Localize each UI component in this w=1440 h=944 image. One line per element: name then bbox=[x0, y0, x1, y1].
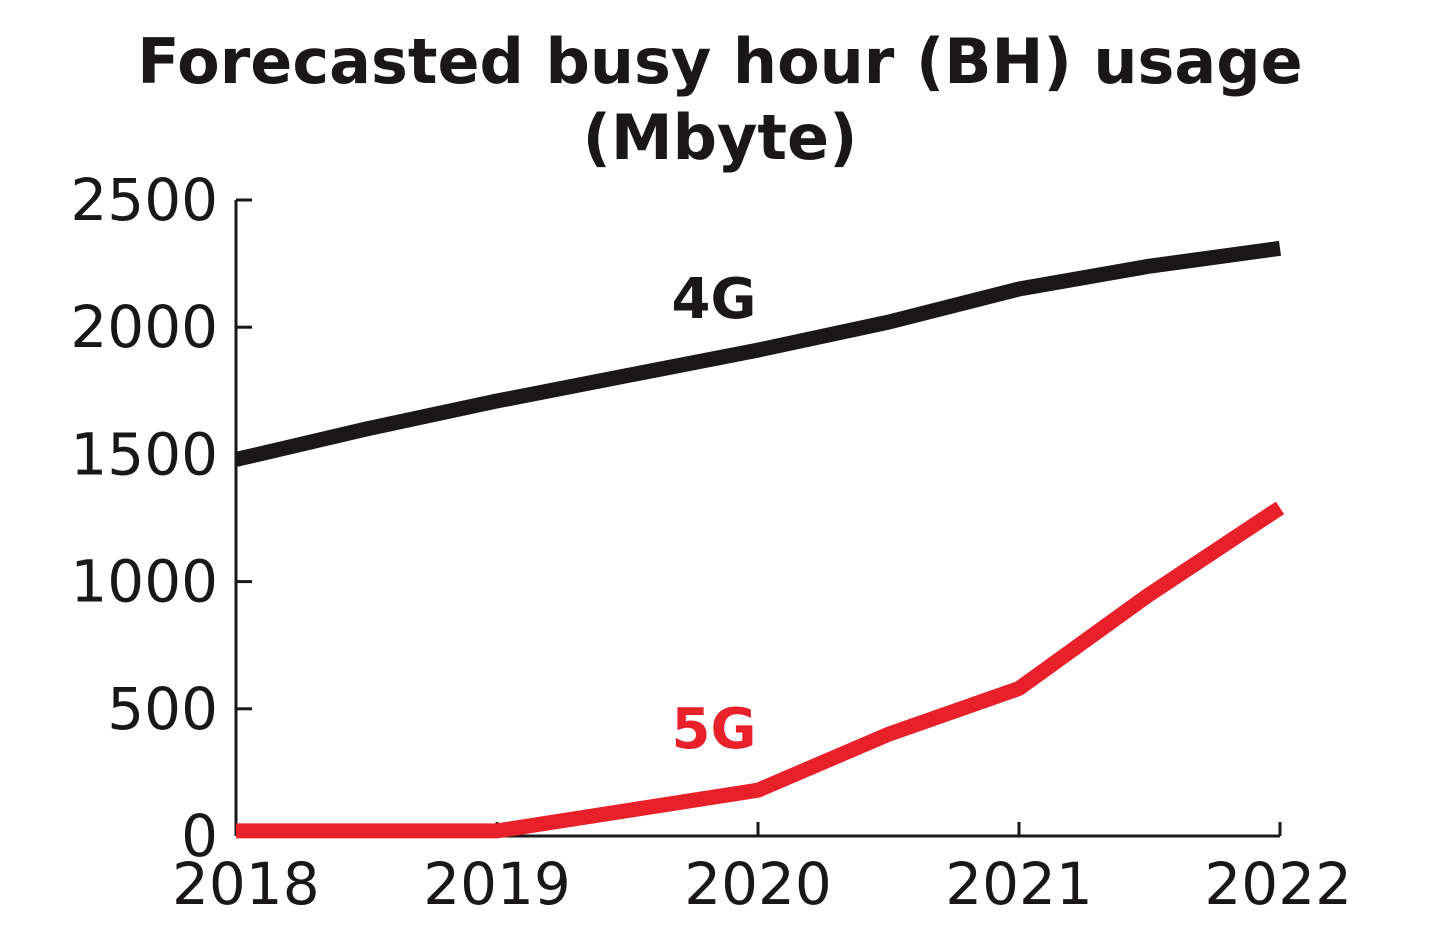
chart-title: Forecasted busy hour (BH) usage (Mbyte) bbox=[0, 24, 1440, 176]
y-tick-label: 0 bbox=[181, 802, 218, 870]
axes bbox=[234, 200, 1280, 838]
x-tick-label: 2018 bbox=[172, 850, 320, 918]
y-tick-label: 2500 bbox=[70, 166, 218, 234]
series-lines bbox=[234, 240, 1285, 839]
x-tick-label: 2022 bbox=[1204, 850, 1352, 918]
y-tick-label: 1500 bbox=[70, 420, 218, 488]
series-label-5g: 5G bbox=[672, 697, 757, 762]
series-label-4g: 4G bbox=[672, 267, 757, 332]
y-tick-label: 2000 bbox=[70, 293, 218, 361]
x-tick-label: 2021 bbox=[945, 850, 1093, 918]
x-axis-ticks: 2018 2019 2020 2021 2022 bbox=[172, 822, 1352, 918]
y-tick-label: 500 bbox=[107, 675, 218, 743]
y-tick-label: 1000 bbox=[70, 548, 218, 616]
y-axis-ticks: 0 500 1000 1500 2000 2500 bbox=[70, 166, 252, 870]
chart-title-line-2: (Mbyte) bbox=[582, 101, 858, 174]
x-tick-label: 2019 bbox=[423, 850, 571, 918]
series-line-5g bbox=[236, 501, 1285, 839]
chart-title-line-1: Forecasted busy hour (BH) usage bbox=[137, 25, 1303, 98]
series-line-4g bbox=[234, 240, 1282, 467]
x-tick-label: 2020 bbox=[684, 850, 832, 918]
series-labels: 4G 5G bbox=[672, 267, 757, 762]
